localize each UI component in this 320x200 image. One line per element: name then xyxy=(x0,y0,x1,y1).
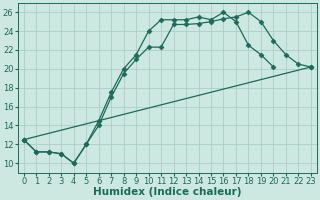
X-axis label: Humidex (Indice chaleur): Humidex (Indice chaleur) xyxy=(93,187,242,197)
